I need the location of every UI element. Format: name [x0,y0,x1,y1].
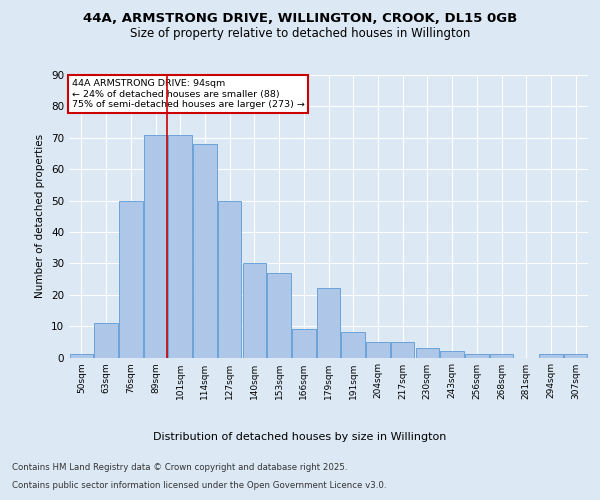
Bar [144,134,167,358]
Bar [218,200,241,358]
Y-axis label: Number of detached properties: Number of detached properties [35,134,46,298]
Bar [465,354,488,358]
Text: Contains public sector information licensed under the Open Government Licence v3: Contains public sector information licen… [12,481,386,490]
Bar [317,288,340,358]
Bar [119,200,143,358]
Bar [539,354,563,358]
Bar [490,354,513,358]
Bar [341,332,365,357]
Bar [242,264,266,358]
Bar [169,134,192,358]
Bar [391,342,415,357]
Text: Size of property relative to detached houses in Willington: Size of property relative to detached ho… [130,28,470,40]
Text: 44A ARMSTRONG DRIVE: 94sqm
← 24% of detached houses are smaller (88)
75% of semi: 44A ARMSTRONG DRIVE: 94sqm ← 24% of deta… [71,79,304,109]
Text: Distribution of detached houses by size in Willington: Distribution of detached houses by size … [154,432,446,442]
Bar [268,273,291,357]
Bar [416,348,439,358]
Text: 44A, ARMSTRONG DRIVE, WILLINGTON, CROOK, DL15 0GB: 44A, ARMSTRONG DRIVE, WILLINGTON, CROOK,… [83,12,517,26]
Bar [292,329,316,358]
Bar [440,351,464,358]
Bar [70,354,93,358]
Text: Contains HM Land Registry data © Crown copyright and database right 2025.: Contains HM Land Registry data © Crown c… [12,464,347,472]
Bar [366,342,389,357]
Bar [193,144,217,358]
Bar [94,323,118,358]
Bar [564,354,587,358]
